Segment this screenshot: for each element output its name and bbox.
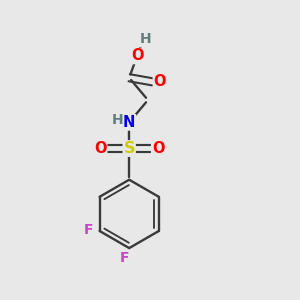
Text: O: O (152, 141, 164, 156)
Text: O: O (94, 141, 106, 156)
Text: N: N (123, 115, 135, 130)
Text: S: S (123, 141, 135, 156)
Text: F: F (83, 224, 93, 237)
Text: H: H (112, 113, 123, 127)
Text: F: F (120, 251, 130, 266)
Text: O: O (154, 74, 166, 89)
Text: O: O (131, 48, 143, 63)
Text: H: H (139, 32, 151, 46)
